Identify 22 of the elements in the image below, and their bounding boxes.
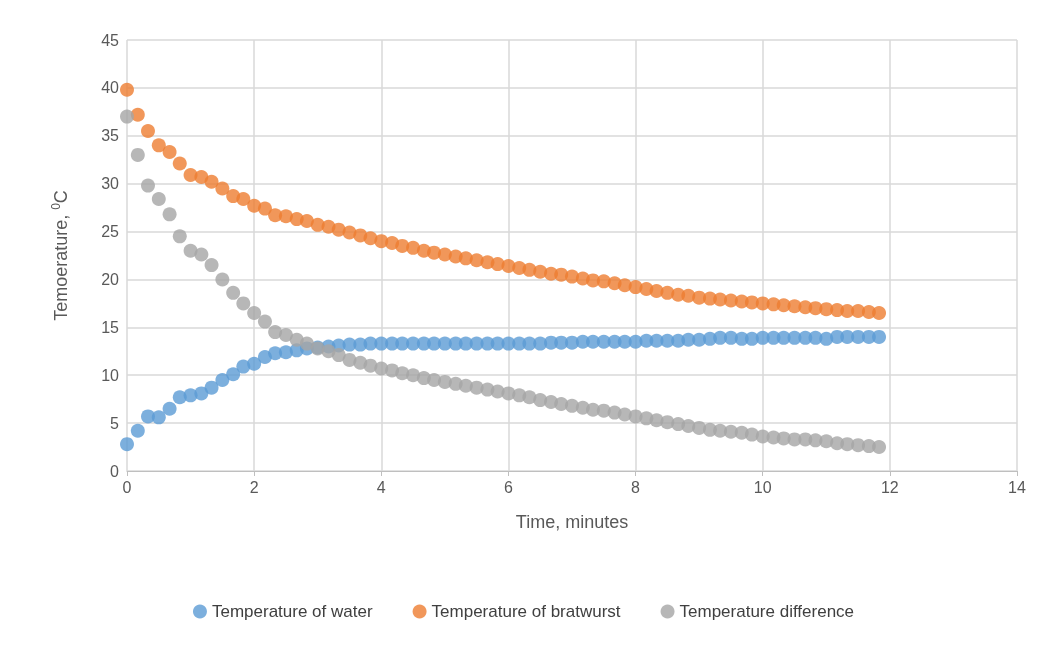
y-tick-label: 0 — [110, 462, 120, 480]
x-axis-title: Time, minutes — [515, 512, 629, 532]
y-tick-label: 45 — [101, 31, 120, 49]
x-tick-label: 6 — [503, 478, 513, 496]
y-tick-label: 35 — [101, 127, 120, 145]
x-tick-label: 0 — [122, 478, 132, 496]
y-tick-label: 40 — [101, 79, 120, 97]
legend-label: Temperature difference — [679, 602, 855, 621]
x-tick-label: 8 — [631, 478, 641, 496]
y-tick-label: 20 — [101, 270, 120, 288]
x-tick-label: 14 — [1008, 478, 1026, 496]
y-tick-label: 10 — [101, 366, 120, 384]
y-tick-label: 30 — [101, 175, 120, 193]
y-tick-label: 15 — [101, 318, 120, 336]
legend-label: Temperature of water — [211, 602, 373, 621]
x-tick-label: 10 — [753, 478, 772, 496]
x-tick-label: 12 — [880, 478, 899, 496]
x-tick-label: 2 — [249, 478, 259, 496]
y-tick-label: 25 — [101, 223, 120, 241]
legend-label: Temperature of bratwurst — [431, 602, 621, 621]
y-tick-label: 5 — [110, 414, 120, 432]
x-tick-label: 4 — [376, 478, 386, 496]
